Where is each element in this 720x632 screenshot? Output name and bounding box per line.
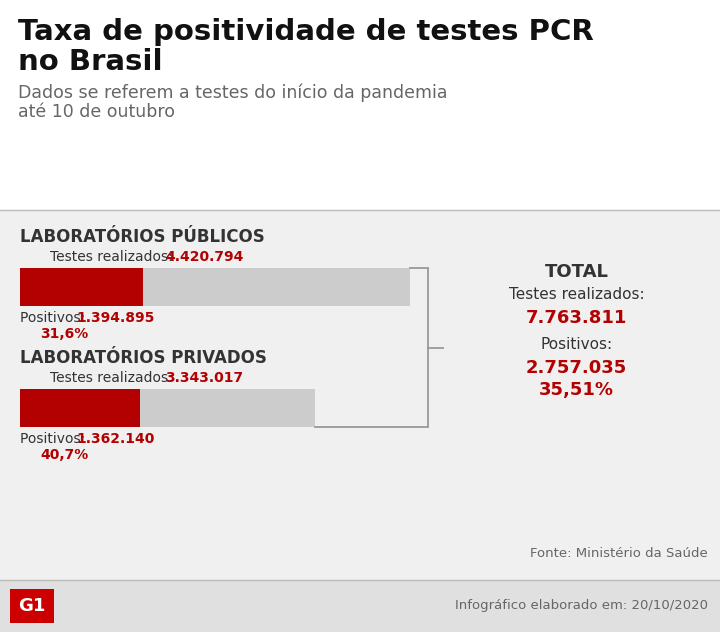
Text: 40,7%: 40,7% (40, 448, 89, 462)
Bar (0, 0, 720, 210)
Text: 31,6%: 31,6% (40, 327, 89, 341)
Bar (20, 268, 143, 306)
Text: Fonte: Ministério da Saúde: Fonte: Ministério da Saúde (530, 547, 708, 560)
Text: Positivos:: Positivos: (20, 311, 89, 325)
Text: Taxa de positividade de testes PCR: Taxa de positividade de testes PCR (18, 18, 594, 46)
Text: Dados se referem a testes do início da pandemia: Dados se referem a testes do início da p… (18, 83, 448, 102)
Text: 35,51%: 35,51% (539, 381, 614, 399)
Text: 1.362.140: 1.362.140 (76, 432, 154, 446)
Text: G1: G1 (18, 597, 45, 615)
Bar (20, 389, 315, 427)
Text: LABORATÓRIOS PRIVADOS: LABORATÓRIOS PRIVADOS (20, 349, 267, 367)
Text: 1.394.895: 1.394.895 (76, 311, 154, 325)
Text: Infográfico elaborado em: 20/10/2020: Infográfico elaborado em: 20/10/2020 (455, 600, 708, 612)
Text: 3.343.017: 3.343.017 (165, 371, 243, 385)
Text: 2.757.035: 2.757.035 (526, 359, 627, 377)
Text: Positivos:: Positivos: (541, 337, 613, 352)
Text: 7.763.811: 7.763.811 (526, 309, 627, 327)
Text: LABORATÓRIOS PÚBLICOS: LABORATÓRIOS PÚBLICOS (20, 228, 265, 246)
Bar (20, 268, 410, 306)
Bar (20, 389, 315, 427)
Text: Testes realizados:: Testes realizados: (509, 287, 644, 302)
Text: Positivos:: Positivos: (20, 432, 89, 446)
Text: 4.420.794: 4.420.794 (165, 250, 243, 264)
Bar (10, 589, 54, 623)
Bar (20, 268, 410, 306)
Text: Testes realizados:: Testes realizados: (50, 250, 177, 264)
Text: Testes realizados:: Testes realizados: (50, 371, 177, 385)
Bar (20, 389, 140, 427)
Text: até 10 de outubro: até 10 de outubro (18, 103, 175, 121)
Bar (0, 580, 720, 632)
Text: no Brasil: no Brasil (18, 48, 163, 76)
Text: TOTAL: TOTAL (544, 263, 608, 281)
